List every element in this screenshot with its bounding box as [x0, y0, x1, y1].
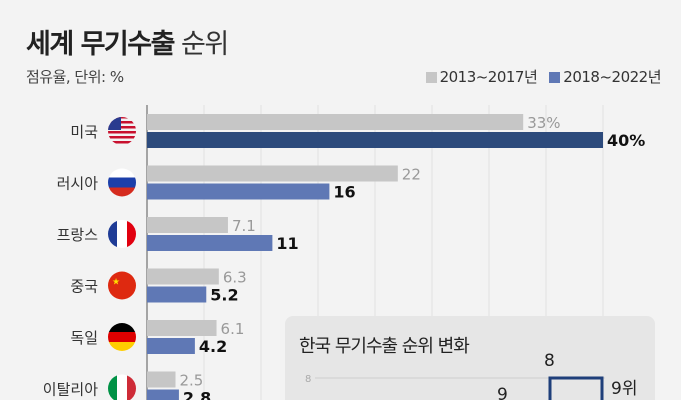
russia-stripe — [108, 177, 136, 188]
russia-stripe — [108, 187, 136, 197]
bar-2013-2017 — [147, 217, 228, 233]
inset-end-label: 9위 — [611, 379, 637, 399]
us-canton — [108, 117, 121, 130]
bar-2018-2022 — [147, 235, 273, 251]
bar-2018-2022 — [147, 183, 330, 200]
bar-2018-2022 — [147, 286, 207, 303]
category-label: 독일 — [70, 329, 98, 347]
bar-value-label: 33% — [527, 114, 560, 132]
germany-stripe — [108, 342, 136, 351]
bar-2018-2022 — [147, 389, 179, 400]
inset-rank-line — [548, 376, 604, 400]
us-stripe — [108, 121, 136, 124]
category-label: 이탈리아 — [43, 381, 98, 399]
bar-value-label: 16 — [333, 183, 355, 202]
chart-title: 세계 무기수출 순위 — [26, 22, 229, 61]
italy-stripe — [108, 374, 117, 400]
china-field — [108, 271, 136, 300]
inset-axis-tick: 8 — [305, 374, 311, 385]
inset-point-label: 8 — [544, 351, 555, 371]
bar-2013-2017 — [147, 268, 219, 285]
bar-value-label: 6.1 — [221, 320, 245, 338]
bar-2013-2017 — [147, 114, 524, 130]
inset-chart: 8 9 8 9위 — [305, 351, 637, 400]
bar-value-label: 5.2 — [210, 286, 238, 305]
china-flag-icon: ★ — [108, 271, 136, 300]
bar-value-label: 11 — [276, 234, 298, 253]
legend-swatch — [425, 72, 437, 83]
russia-flag-icon — [108, 168, 136, 197]
bar-2013-2017 — [147, 371, 176, 388]
bar-2013-2017 — [147, 320, 217, 336]
inset-title: 한국 무기수출 순위 변화 — [299, 336, 470, 357]
category-label: 중국 — [70, 278, 98, 296]
bar-value-label: 2.8 — [183, 389, 211, 400]
france-stripe — [108, 220, 117, 248]
category-label: 프랑스 — [57, 226, 99, 244]
korea-rank-inset: 한국 무기수출 순위 변화 8 9 8 9위 — [285, 316, 655, 400]
italy-stripe — [127, 374, 136, 400]
title-light: 순위 — [181, 29, 229, 60]
legend-swatch — [549, 72, 561, 83]
bar-value-label: 40% — [607, 131, 645, 150]
us-stripe — [108, 126, 136, 129]
france-stripe — [117, 220, 127, 248]
italy-stripe — [117, 374, 127, 400]
russia-stripe — [108, 168, 136, 178]
italy-flag-icon — [108, 374, 136, 400]
category-label: 미국 — [70, 123, 98, 141]
germany-stripe — [108, 332, 136, 342]
bar-value-label: 6.3 — [223, 269, 247, 287]
legend-label: 2013~2017년 — [439, 68, 538, 86]
chart-subtitle: 점유율, 단위: % — [26, 68, 124, 86]
china-star: ★ — [112, 278, 120, 288]
legend-item-2013: 2013~2017년 — [425, 66, 538, 87]
category-label: 러시아 — [57, 175, 99, 193]
germany-stripe — [108, 323, 136, 332]
inset-point-label: 9 — [497, 385, 508, 400]
legend: 2013~2017년 2018~2022년 — [425, 66, 661, 87]
title-bold: 세계 무기수출 — [26, 29, 175, 60]
bar-2018-2022 — [147, 132, 603, 148]
us-stripe — [108, 141, 136, 144]
bar-2013-2017 — [147, 165, 398, 182]
germany-flag-icon — [108, 323, 136, 351]
us-stripe — [108, 131, 136, 134]
france-stripe — [127, 220, 136, 248]
legend-label: 2018~2022년 — [563, 68, 661, 86]
france-flag-icon — [108, 220, 136, 248]
us-flag-icon — [108, 117, 136, 144]
bar-value-label: 22 — [402, 166, 421, 184]
us-stripe — [108, 117, 136, 119]
bar-value-label: 4.2 — [199, 337, 227, 356]
bar-value-label: 7.1 — [232, 217, 256, 235]
us-stripe — [108, 136, 136, 139]
bar-2018-2022 — [147, 338, 195, 354]
legend-item-2018: 2018~2022년 — [549, 66, 661, 87]
bar-value-label: 2.5 — [180, 372, 204, 390]
